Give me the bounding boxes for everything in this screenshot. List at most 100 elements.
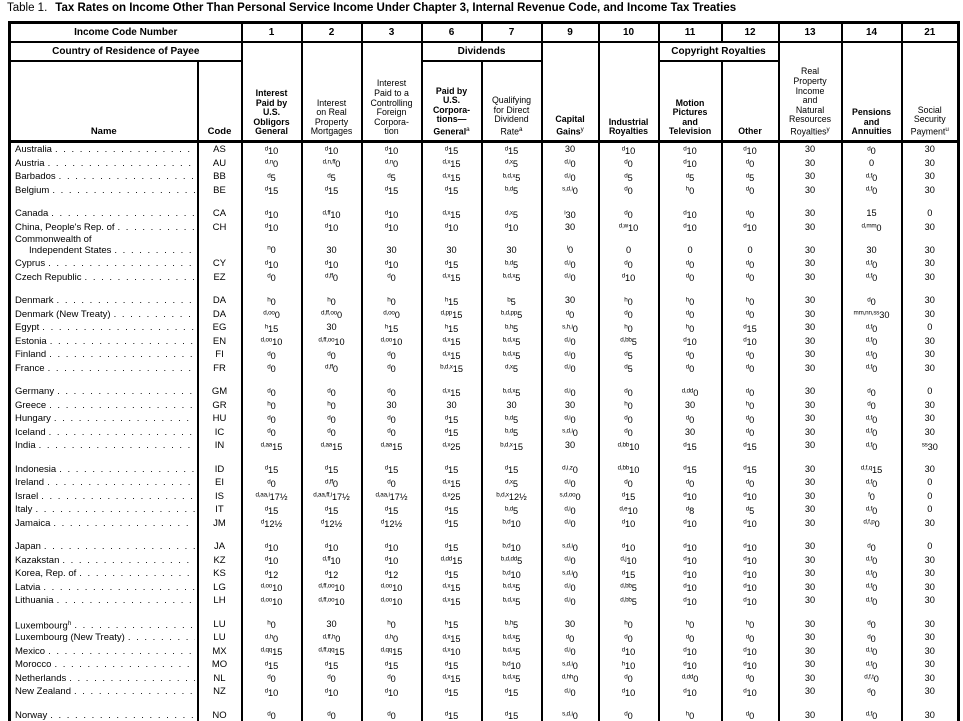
rate-number: 30	[804, 463, 816, 474]
rate-value: b,d10	[502, 569, 520, 580]
rate-number: 10	[686, 583, 697, 593]
rate-number: 0	[749, 620, 755, 630]
column-header-line: for Direct	[493, 104, 530, 115]
country-name-wrap: New Zealand. . . . . . . . . . . . . . .…	[15, 686, 195, 697]
rate-footnote: d	[387, 272, 391, 280]
country-row: Jamaica. . . . . . . . . . . . . . . . .…	[8, 516, 960, 530]
rate-value: 30	[685, 400, 695, 410]
rate-cell: d0	[720, 385, 780, 399]
rate-cell: b,d10	[480, 567, 543, 581]
rate-footnote: d,f	[865, 414, 873, 421]
country-name-wrap: Netherlands. . . . . . . . . . . . . . .…	[15, 673, 195, 684]
rate-cell: d,i0	[540, 348, 600, 362]
rate-number: 30	[804, 271, 816, 282]
rate-cell: 30	[777, 708, 843, 721]
country-row: Luxembourgh. . . . . . . . . . . . . . .…	[8, 617, 960, 631]
rate-value: d,aa,i17½	[255, 492, 288, 503]
rate-footnote: d	[683, 660, 687, 667]
rate-number: 0	[689, 633, 695, 644]
rate-value: d,pp15	[441, 310, 463, 321]
rate-number: 10	[686, 687, 697, 698]
rate-cell: 30	[900, 553, 960, 567]
group-gap-cell	[480, 375, 543, 385]
rate-cell: 30	[900, 156, 960, 170]
column-header-line: Natural	[795, 104, 825, 115]
rate-footnote: h	[685, 710, 690, 718]
rate-footnote: b,d,x	[502, 387, 516, 394]
rate-value: d,f0	[866, 337, 878, 348]
rate-cell: d,f0	[840, 553, 903, 567]
rate-number: 0	[749, 350, 755, 361]
rate-footnote: b,d,x	[502, 172, 516, 179]
dot-leader: . . . . . . . . . . . . . . . . . . . . …	[113, 308, 195, 320]
rate-number: 0	[575, 492, 581, 502]
rate-value: 30	[925, 568, 935, 578]
rate-footnote: d	[327, 414, 331, 421]
rate-cell: 30	[900, 412, 960, 426]
rate-value: d,f0	[866, 660, 878, 671]
rate-value: d5	[686, 172, 694, 183]
rate-number: 10	[334, 596, 345, 607]
rate-value: d10	[743, 660, 757, 671]
rate-number: 0	[872, 414, 878, 425]
rate-footnote: d,ff,oo	[318, 336, 335, 344]
rate-number: 5	[513, 428, 519, 438]
rate-footnote: d	[444, 660, 449, 667]
rate-number: 15	[448, 542, 459, 553]
rate-value: 0	[927, 386, 932, 396]
rate-value: d,x15	[442, 387, 460, 398]
rate-value: 30	[805, 710, 815, 720]
country-name-cell: Cyprus. . . . . . . . . . . . . . . . . …	[8, 257, 199, 271]
rate-value: d10	[265, 556, 279, 567]
column-header-line: General	[255, 126, 288, 137]
rate-cell: s,d,i0	[540, 708, 600, 721]
rate-footnote: d,i	[564, 596, 571, 603]
rate-footnote: d	[624, 414, 628, 421]
rate-footnote: d,f	[865, 505, 873, 512]
country-name: Mexico	[15, 645, 46, 657]
rate-cell: s,h,i0	[540, 321, 600, 335]
rate-footnote: d,x	[442, 387, 451, 394]
rate-number: 0	[330, 428, 336, 438]
country-name: Italy	[15, 504, 33, 516]
rate-cell: d,x25	[420, 489, 483, 503]
rate-footnote: d	[267, 272, 271, 280]
rate-cell: d10	[720, 334, 780, 348]
country-name-wrap: Cyprus. . . . . . . . . . . . . . . . . …	[15, 258, 195, 269]
country-code-cell: IS	[196, 489, 243, 503]
rate-value: 30	[805, 258, 815, 268]
rate-cell: 30	[480, 398, 543, 412]
rate-footnote: d	[380, 518, 385, 526]
rate-number: 0	[693, 387, 699, 398]
rate-footnote: d,oo	[263, 309, 275, 317]
group-gap-cell	[720, 197, 780, 207]
group-gap-cell	[777, 197, 843, 207]
rate-number: 15	[268, 660, 279, 671]
rate-number: 0	[390, 296, 396, 307]
rate-footnote: d,bb	[617, 464, 630, 472]
rate-footnote: d,ff	[322, 209, 331, 216]
rate-value: d10	[743, 687, 757, 698]
rate-footnote: d	[745, 633, 750, 640]
rate-cell: d,oo0	[360, 307, 423, 321]
rate-value: d10	[385, 687, 399, 698]
rate-cell: 30	[900, 567, 960, 581]
rate-value: d15	[743, 465, 757, 476]
rate-number: 10	[686, 223, 697, 233]
rate-number: 17½	[269, 492, 288, 502]
rate-number: 15	[448, 687, 459, 698]
rate-value: d15	[445, 428, 459, 439]
country-name-wrap: France. . . . . . . . . . . . . . . . . …	[15, 363, 195, 374]
rate-cell: 30	[777, 658, 843, 672]
rate-cell: d0	[840, 617, 903, 631]
rate-cell: 30	[777, 685, 843, 699]
rate-footnote: d	[324, 145, 329, 152]
rate-number: 0	[627, 296, 633, 307]
rate-footnote: d	[624, 185, 628, 193]
rate-cell: d,hh0	[540, 671, 600, 685]
rate-footnote: h	[685, 296, 690, 303]
group-gap-cell	[8, 530, 199, 540]
rate-value: d,h0	[265, 633, 278, 644]
country-name-cell: Barbados. . . . . . . . . . . . . . . . …	[8, 170, 199, 184]
group-gap-cell	[360, 284, 423, 294]
